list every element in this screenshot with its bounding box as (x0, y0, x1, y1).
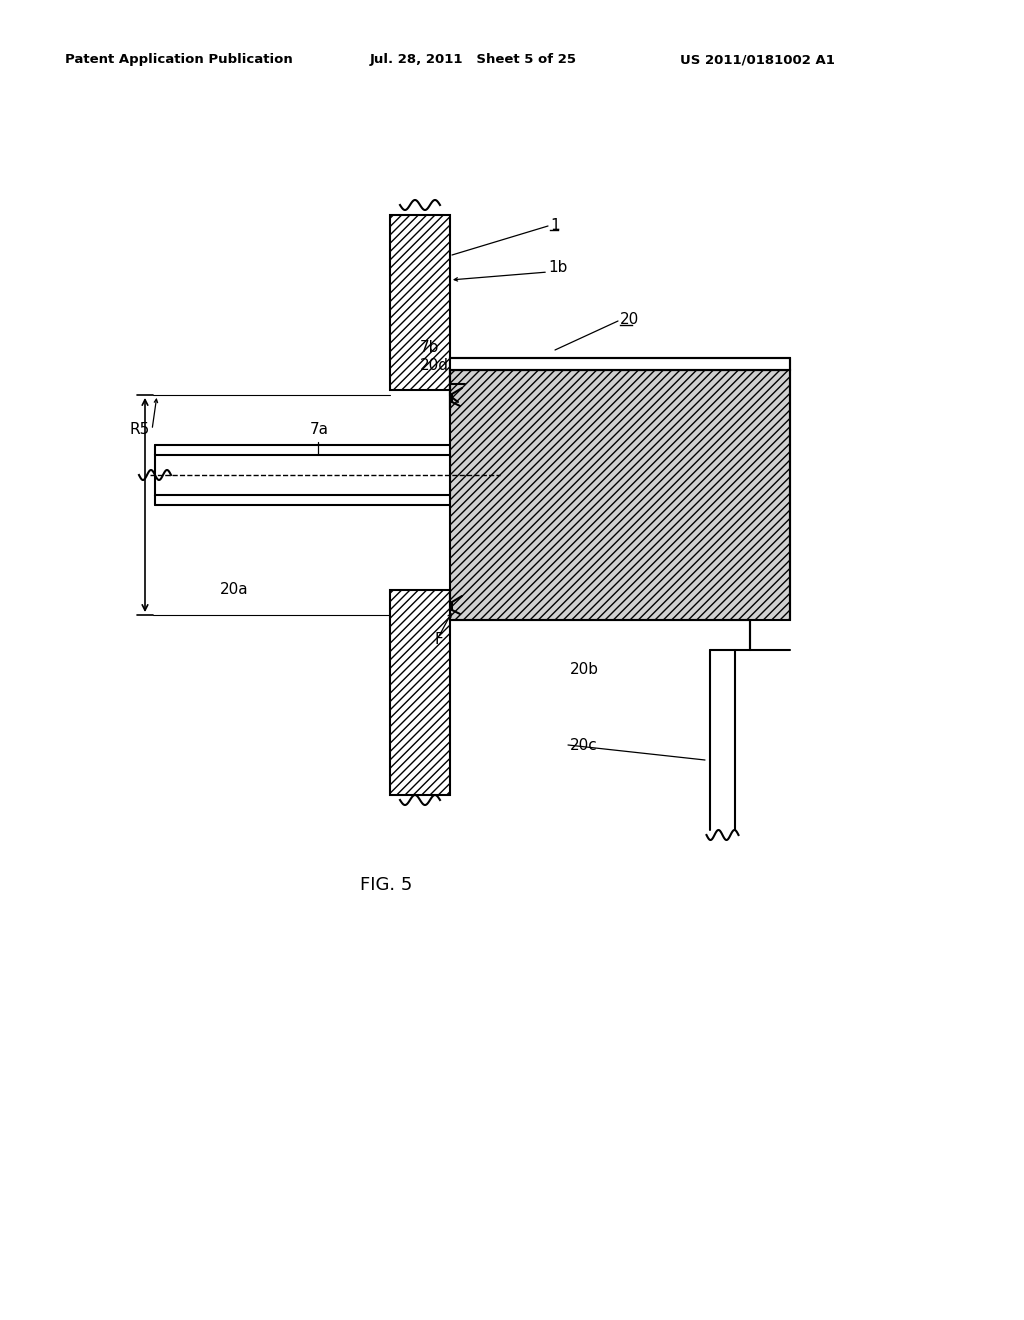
Text: 7b: 7b (420, 341, 439, 355)
Text: FIG. 5: FIG. 5 (360, 876, 413, 894)
Text: 1: 1 (550, 218, 560, 232)
Bar (390, 590, 450, 795)
Text: F: F (435, 632, 443, 648)
Text: 1b: 1b (548, 260, 567, 276)
Text: 20d: 20d (420, 358, 449, 372)
Bar (450, 358, 790, 370)
Text: 20c: 20c (570, 738, 598, 752)
Text: Jul. 28, 2011   Sheet 5 of 25: Jul. 28, 2011 Sheet 5 of 25 (370, 54, 577, 66)
Text: 20b: 20b (570, 663, 599, 677)
Bar (155, 455, 450, 495)
Text: 20a: 20a (220, 582, 249, 598)
Text: R5: R5 (130, 422, 150, 437)
Bar (390, 215, 450, 389)
Text: 7a: 7a (310, 422, 329, 437)
Text: US 2011/0181002 A1: US 2011/0181002 A1 (680, 54, 835, 66)
Text: Patent Application Publication: Patent Application Publication (65, 54, 293, 66)
Bar (450, 370, 790, 620)
Text: 20: 20 (620, 313, 639, 327)
